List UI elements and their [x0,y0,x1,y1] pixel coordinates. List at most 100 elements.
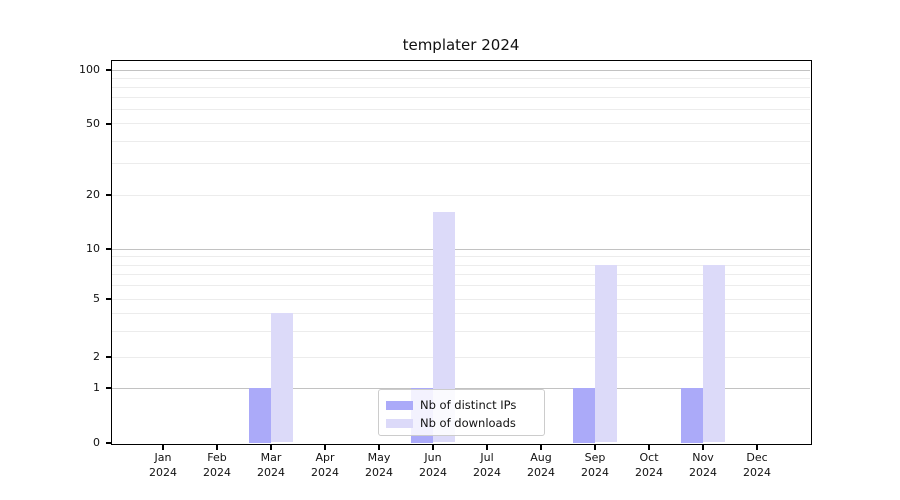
x-tick-month: Aug [530,451,552,464]
bar-distinct-ips-mar [248,387,271,443]
y-tick-mark [105,194,111,196]
legend-item-downloads: Nb of downloads [379,414,544,432]
minor-gridline [111,123,810,125]
y-tick-label: 50 [86,116,100,130]
y-tick-mark [105,248,111,250]
x-tick-mark [162,444,164,450]
x-tick-year: 2024 [257,466,285,479]
legend-swatch-downloads [386,418,413,428]
x-tick-label: Jun 2024 [403,450,463,480]
x-tick-year: 2024 [473,466,501,479]
legend-swatch-distinct-ips [386,400,413,410]
minor-gridline [111,330,810,332]
x-tick-month: Jun [424,451,442,464]
minor-gridline [111,256,810,258]
y-tick-label: 5 [93,292,100,305]
legend-label-downloads: Nb of downloads [420,416,516,430]
y-tick-mark [105,123,111,125]
x-tick-month: Dec [746,451,768,464]
y-tick-mark [105,69,111,71]
chart-title: templater 2024 [402,36,520,54]
x-tick-mark [486,444,488,450]
x-tick-mark [378,444,380,450]
major-gridline [111,69,810,71]
minor-gridline [111,194,810,196]
minor-gridline [111,163,810,165]
x-tick-month: Jul [480,451,494,464]
legend-label-distinct-ips: Nb of distinct IPs [420,398,517,412]
x-tick-month: Oct [639,451,659,464]
x-tick-mark [540,444,542,450]
legend: Nb of distinct IPs Nb of downloads [378,389,545,436]
x-tick-mark [594,444,596,450]
bar-downloads-jun [432,211,455,443]
y-tick-mark [105,387,111,389]
x-tick-label: Sep 2024 [565,450,625,480]
minor-gridline [111,274,810,276]
y-tick-label: 0 [93,436,100,449]
bar-downloads-mar [270,312,293,443]
major-gridline [111,248,810,250]
x-tick-year: 2024 [419,466,447,479]
plot-area [110,59,812,445]
x-tick-label: Nov 2024 [673,450,733,480]
x-tick-month: Jan [154,451,172,464]
minor-gridline [111,264,810,266]
minor-gridline [111,356,810,358]
minor-gridline [111,109,810,111]
x-tick-mark [702,444,704,450]
x-tick-label: Mar 2024 [241,450,301,480]
x-tick-label: Jul 2024 [457,450,517,480]
minor-gridline [111,97,810,99]
y-tick-label: 2 [93,350,100,363]
x-tick-label: Feb 2024 [187,450,247,480]
x-tick-mark [324,444,326,450]
bar-downloads-sep [594,264,617,443]
x-tick-year: 2024 [689,466,717,479]
x-tick-mark [432,444,434,450]
x-tick-label: Jan 2024 [133,450,193,480]
x-tick-year: 2024 [365,466,393,479]
x-tick-label: Aug 2024 [511,450,571,480]
x-tick-year: 2024 [743,466,771,479]
bar-distinct-ips-nov [680,387,703,443]
x-tick-year: 2024 [581,466,609,479]
x-tick-month: May [367,451,391,464]
bar-downloads-nov [702,264,725,443]
x-tick-year: 2024 [311,466,339,479]
x-tick-month: Mar [260,451,282,464]
y-tick-label: 1 [93,381,100,394]
minor-gridline [111,77,810,79]
x-tick-month: Sep [584,451,606,464]
y-tick-label: 10 [86,242,100,255]
minor-gridline [111,312,810,314]
major-gridline [111,387,810,389]
minor-gridline [111,86,810,88]
minor-gridline [111,140,810,142]
y-tick-mark [105,356,111,358]
x-tick-label: May 2024 [349,450,409,480]
x-tick-label: Apr 2024 [295,450,355,480]
y-tick-mark [105,298,111,300]
x-tick-mark [756,444,758,450]
x-tick-year: 2024 [527,466,555,479]
x-tick-mark [270,444,272,450]
x-tick-label: Oct 2024 [619,450,679,480]
legend-item-distinct-ips: Nb of distinct IPs [379,396,544,414]
x-tick-month: Feb [207,451,227,464]
x-tick-mark [648,444,650,450]
bar-distinct-ips-sep [572,387,595,443]
y-tick-mark [105,442,111,444]
x-tick-year: 2024 [635,466,663,479]
x-tick-label: Dec 2024 [727,450,787,480]
x-tick-year: 2024 [149,466,177,479]
y-tick-label: 100 [79,63,100,76]
x-tick-month: Apr [315,451,335,464]
minor-gridline [111,298,810,300]
x-tick-month: Nov [692,451,714,464]
y-tick-label: 20 [86,188,100,202]
minor-gridline [111,285,810,287]
x-tick-year: 2024 [203,466,231,479]
x-tick-mark [216,444,218,450]
